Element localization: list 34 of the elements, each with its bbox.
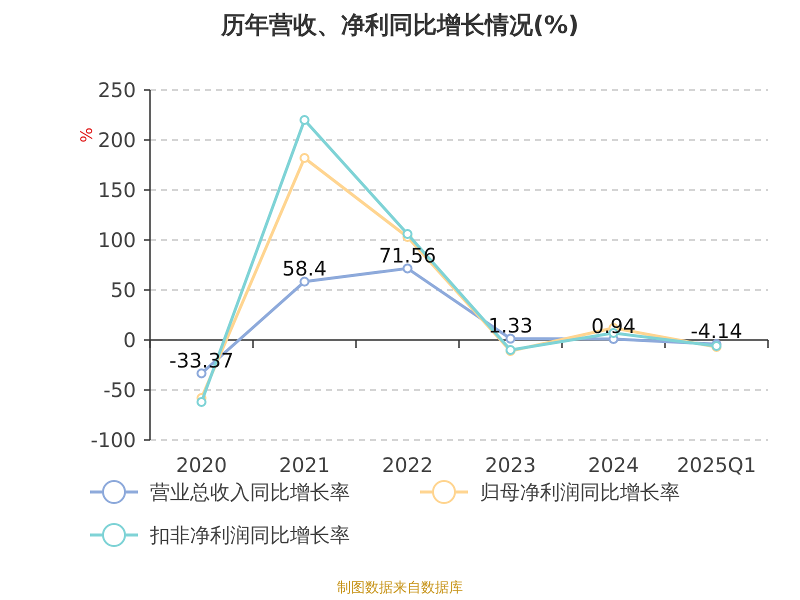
- y-tick-label: -50: [103, 378, 136, 402]
- legend-label: 扣非净利润同比增长率: [149, 523, 350, 547]
- x-tick-label: 2020: [176, 453, 227, 477]
- point: [402, 229, 412, 239]
- data-label: 0.94: [591, 314, 636, 338]
- y-tick-label: 0: [123, 328, 136, 352]
- data-label: -33.37: [169, 348, 234, 372]
- x-tick-label: 2023: [485, 453, 536, 477]
- x-tick-label: 2021: [279, 453, 330, 477]
- x-tick-label: 2022: [382, 453, 433, 477]
- data-label: 71.56: [378, 243, 436, 268]
- x-tick-label: 2024: [588, 453, 639, 477]
- y-axis-title: %: [77, 127, 96, 143]
- point: [196, 397, 206, 407]
- y-tick-label: 50: [110, 278, 136, 302]
- point: [300, 153, 310, 163]
- data-label: 1.33: [488, 314, 533, 338]
- y-tick-label: 100: [98, 228, 136, 252]
- legend-label: 归母净利润同比增长率: [480, 480, 680, 504]
- legend-label: 营业总收入同比增长率: [150, 480, 350, 504]
- x-tick-label: 2025Q1: [676, 453, 756, 477]
- data-label: 58.4: [282, 256, 327, 281]
- point: [300, 276, 310, 287]
- text: 制图数据来自数据库: [337, 580, 463, 596]
- y-tick-label: 150: [98, 178, 136, 202]
- point: [196, 368, 206, 378]
- y-tick-label: 200: [98, 128, 136, 152]
- point: [300, 115, 310, 125]
- point: [506, 334, 516, 344]
- y-tick-label: -100: [90, 428, 136, 452]
- y-tick-label: 250: [98, 78, 136, 102]
- data-label: -4.14: [690, 319, 742, 344]
- point: [402, 263, 412, 274]
- chart-title: 历年营收、净利同比增长情况(%): [220, 11, 579, 39]
